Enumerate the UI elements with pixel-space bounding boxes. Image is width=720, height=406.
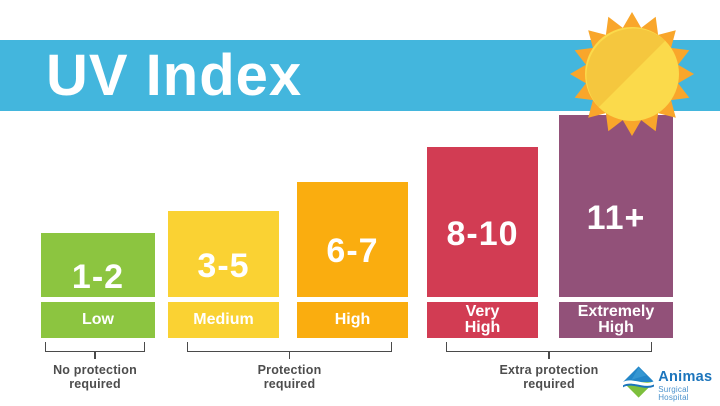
bracket-line [45, 342, 145, 352]
uv-level-label: Extremely High [577, 303, 655, 336]
uv-bar-medium: 3-5 Medium [168, 211, 279, 338]
bracket-line [446, 342, 652, 352]
uv-range-value: 8-10 [446, 214, 519, 253]
uv-bar-low-body: 1-2 [41, 233, 155, 297]
bracket-tick [548, 352, 550, 359]
uv-bar-high-body: 6-7 [297, 182, 408, 297]
uv-range-value: 11+ [586, 198, 646, 237]
sun-disc-shade [586, 28, 666, 108]
bracket-protection: Protection required [187, 342, 392, 391]
uv-range-value: 3-5 [197, 246, 250, 285]
uv-bar-low-caption: Low [41, 302, 155, 338]
uv-bar-very-high: 8-10 Very High [427, 147, 538, 338]
page-title: UV Index [46, 42, 303, 108]
hospital-logo: Animas Surgical Hospital [623, 366, 720, 402]
hospital-logo-icon [623, 366, 655, 398]
uv-bar-very-high-body: 8-10 [427, 147, 538, 297]
uv-level-label: Very High [464, 303, 501, 336]
bracket-tick [94, 352, 96, 359]
protection-note: No protection required [53, 363, 137, 391]
protection-note: Extra protection required [499, 363, 599, 391]
uv-bar-high: 6-7 High [297, 182, 408, 338]
uv-bar-medium-body: 3-5 [168, 211, 279, 297]
hospital-subtitle: Surgical Hospital [658, 384, 689, 402]
sun-icon [570, 12, 694, 136]
uv-bar-extremely-high-caption: Extremely High [559, 302, 673, 338]
uv-range-value: 1-2 [71, 257, 125, 296]
uv-bar-medium-caption: Medium [168, 302, 279, 338]
uv-bar-extremely-high: 11+ Extremely High [559, 115, 673, 338]
uv-bar-very-high-caption: Very High [427, 302, 538, 338]
uv-bar-high-caption: High [297, 302, 408, 338]
uv-level-label: Low [82, 311, 114, 328]
protection-note: Protection required [257, 363, 322, 391]
uv-level-label: High [334, 311, 371, 328]
bracket-extra-protection: Extra protection required [446, 342, 652, 391]
bracket-tick [288, 352, 290, 359]
bracket-no-protection: No protection required [45, 342, 145, 391]
hospital-name: Animas [658, 369, 713, 385]
uv-bar-extremely-high-body: 11+ [559, 115, 673, 297]
uv-bar-low: 1-2 Low [41, 233, 155, 338]
bracket-line [187, 342, 392, 352]
uv-level-label: Medium [193, 311, 254, 328]
uv-range-value: 6-7 [326, 232, 379, 270]
